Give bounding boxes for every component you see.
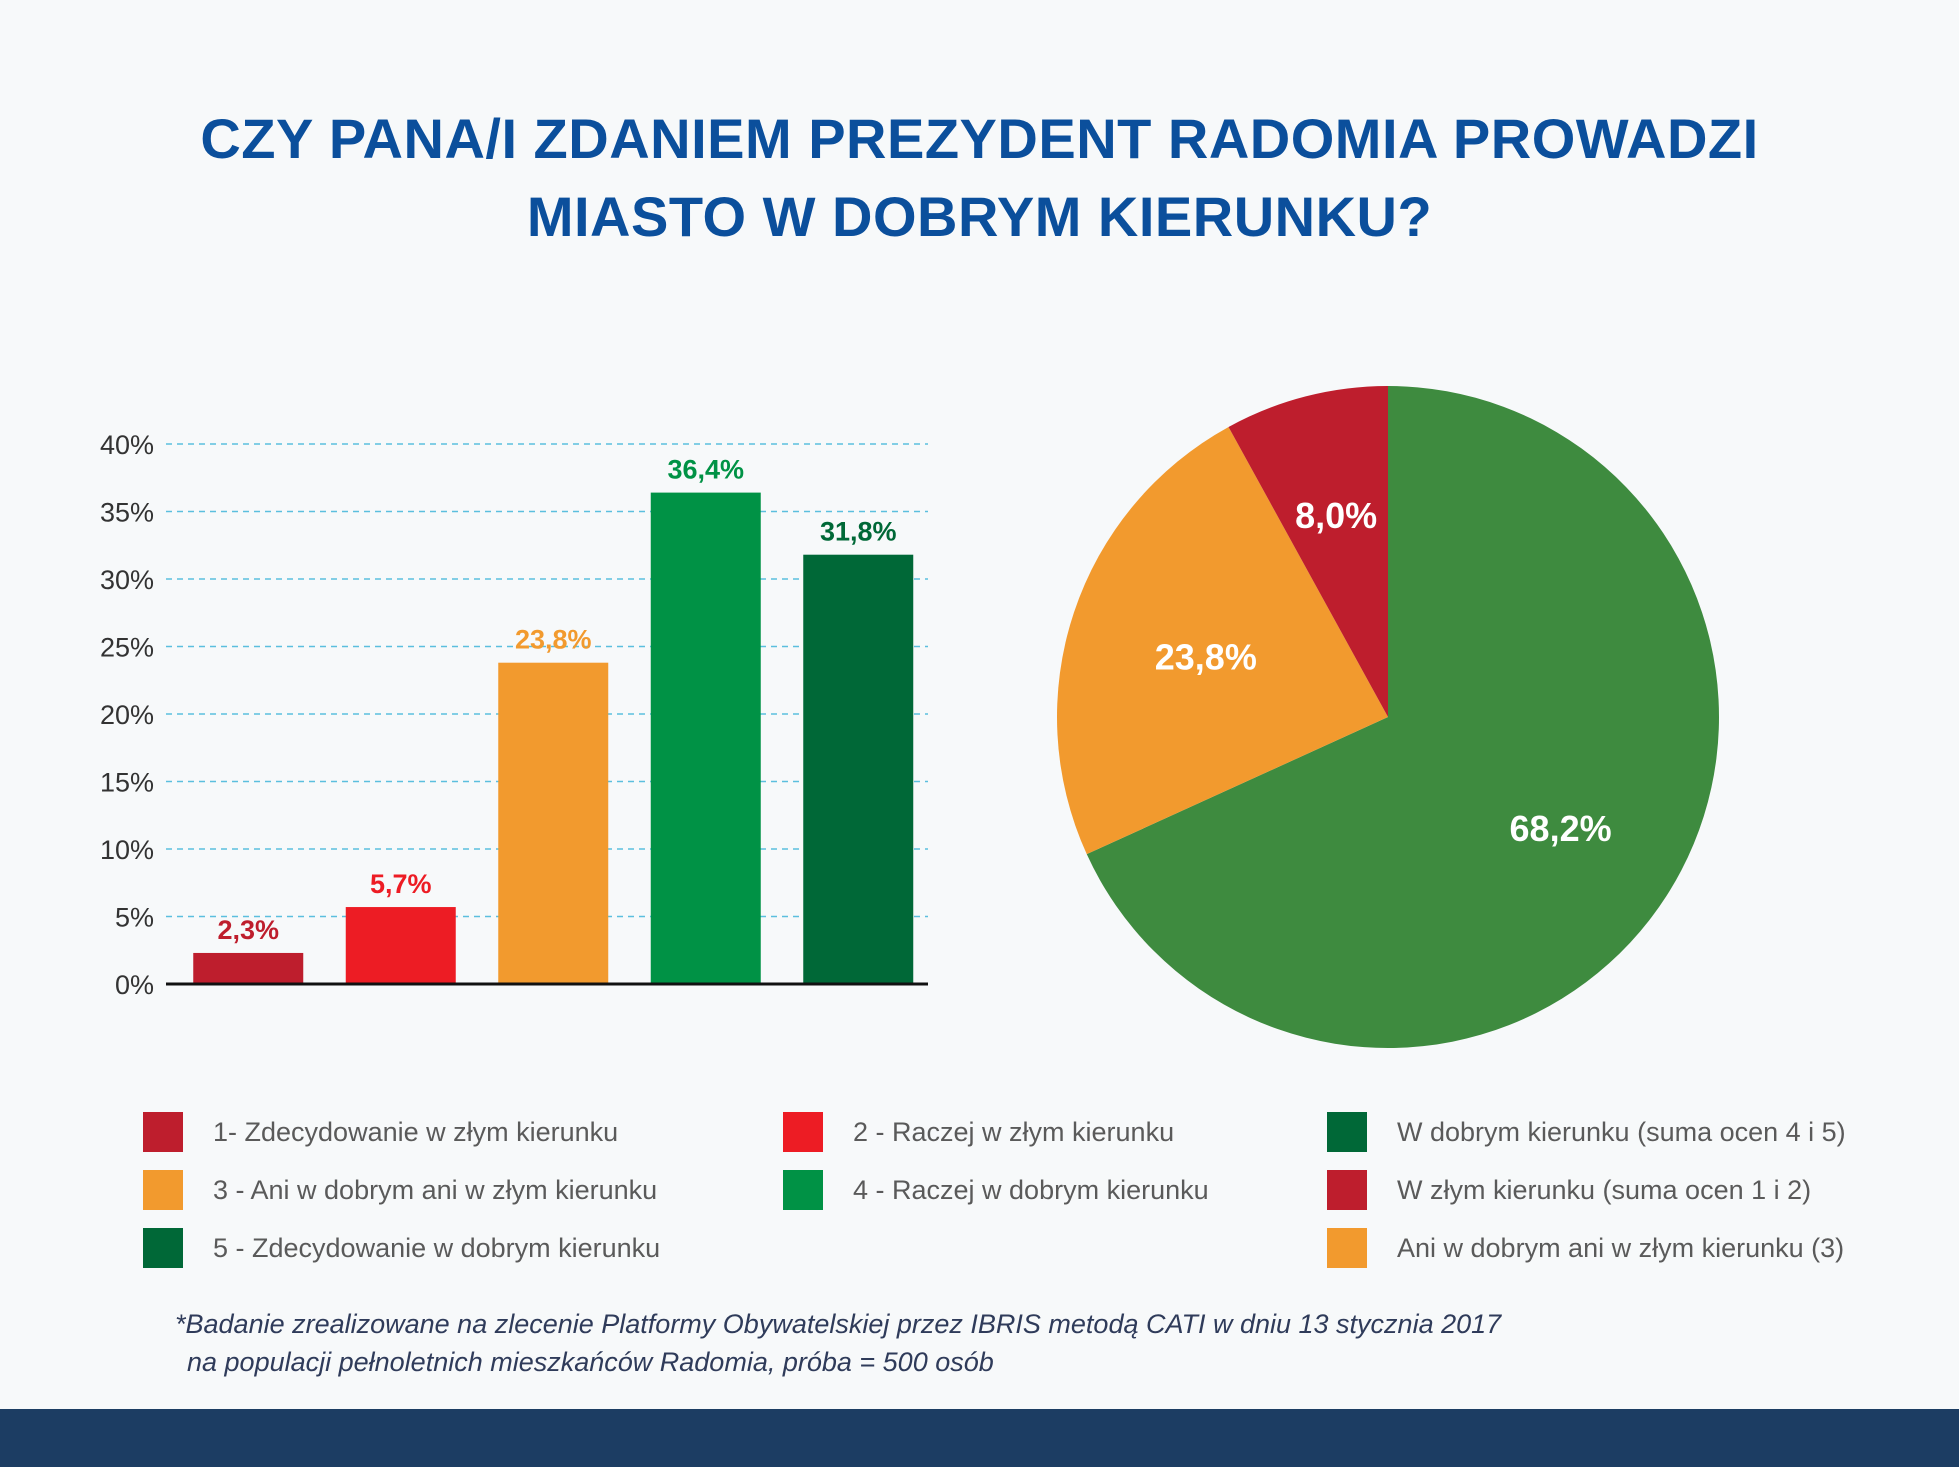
footer-bar bbox=[0, 1409, 1959, 1467]
pie-slice-label: 23,8% bbox=[1155, 637, 1257, 678]
legend-swatch bbox=[1327, 1112, 1367, 1152]
bar-chart: 0% 5% 10% 15% 20% 25% 30% 35% 40% 2,3% 5,7% 23,8% 36… bbox=[100, 430, 928, 1000]
bar-value-label: 5,7% bbox=[370, 869, 432, 899]
bar-value-label: 2,3% bbox=[217, 915, 279, 945]
bar bbox=[345, 907, 456, 984]
y-tick-label: 5% bbox=[115, 903, 154, 933]
pie-slice bbox=[1057, 426, 1388, 855]
legend-swatch bbox=[783, 1112, 823, 1152]
legend-item: 5 - Zdecydowanie w dobrym kierunku bbox=[143, 1227, 660, 1269]
legend-label: Ani w dobrym ani w złym kierunku (3) bbox=[1397, 1232, 1845, 1263]
chart-title-line-2: MIASTO W DOBRYM KIERUNKU? bbox=[526, 185, 1433, 248]
legend-item: 4 - Raczej w dobrym kierunku bbox=[783, 1169, 1209, 1211]
bar-value-label: 23,8% bbox=[515, 625, 592, 655]
legend-swatch bbox=[783, 1170, 823, 1210]
pie-slice-label: 68,2% bbox=[1510, 808, 1612, 849]
legend-item: 1- Zdecydowanie w złym kierunku bbox=[143, 1111, 618, 1153]
y-tick-label: 35% bbox=[100, 498, 154, 528]
legend-swatch bbox=[143, 1228, 183, 1268]
chart-title-line-1: CZY PANA/I ZDANIEM PREZYDENT RADOMIA PRO… bbox=[200, 107, 1759, 170]
bar-value-label: 36,4% bbox=[667, 455, 744, 485]
bar bbox=[803, 554, 914, 984]
y-tick-label: 40% bbox=[100, 430, 154, 460]
footnote-line-2: na populacji pełnoletnich mieszkańców Ra… bbox=[187, 1347, 994, 1377]
legend-label: 4 - Raczej w dobrym kierunku bbox=[853, 1174, 1209, 1205]
legend-item: 3 - Ani w dobrym ani w złym kierunku bbox=[143, 1169, 657, 1211]
bar-value-label: 31,8% bbox=[820, 517, 897, 547]
chart-title: CZY PANA/I ZDANIEM PREZYDENT RADOMIA PRO… bbox=[0, 100, 1959, 256]
y-tick-label: 0% bbox=[115, 970, 154, 1000]
y-tick-label: 20% bbox=[100, 700, 154, 730]
footnote-line-1: *Badanie zrealizowane na zlecenie Platfo… bbox=[175, 1309, 1502, 1339]
pie-chart: 68,2% 23,8% 8,0% bbox=[1057, 386, 1719, 1048]
legend-item: 2 - Raczej w złym kierunku bbox=[783, 1111, 1174, 1153]
legend-label: 3 - Ani w dobrym ani w złym kierunku bbox=[213, 1174, 658, 1205]
y-tick-label: 15% bbox=[100, 768, 154, 798]
y-tick-label: 30% bbox=[100, 565, 154, 595]
legend-item: W złym kierunku (suma ocen 1 i 2) bbox=[1327, 1169, 1811, 1211]
legend-item: Ani w dobrym ani w złym kierunku (3) bbox=[1327, 1227, 1844, 1269]
y-tick-label: 10% bbox=[100, 835, 154, 865]
legend-item: W dobrym kierunku (suma ocen 4 i 5) bbox=[1327, 1111, 1846, 1153]
y-tick-label: 25% bbox=[100, 633, 154, 663]
legend-swatch bbox=[1327, 1170, 1367, 1210]
legend-swatch bbox=[1327, 1228, 1367, 1268]
bar bbox=[650, 492, 761, 984]
legend-swatch bbox=[143, 1112, 183, 1152]
legend-label: W złym kierunku (suma ocen 1 i 2) bbox=[1397, 1174, 1812, 1205]
legend-label: 2 - Raczej w złym kierunku bbox=[853, 1116, 1175, 1147]
pie-slice bbox=[1228, 386, 1388, 717]
legend-label: 1- Zdecydowanie w złym kierunku bbox=[213, 1116, 619, 1147]
legend-swatch bbox=[143, 1170, 183, 1210]
pie-slice-label: 8,0% bbox=[1295, 495, 1377, 536]
legend-label: 5 - Zdecydowanie w dobrym kierunku bbox=[213, 1232, 661, 1263]
bar bbox=[498, 662, 609, 984]
footnote: *Badanie zrealizowane na zlecenie Platfo… bbox=[175, 1305, 1501, 1381]
pie-slice bbox=[1086, 386, 1719, 1048]
legend-label: W dobrym kierunku (suma ocen 4 i 5) bbox=[1397, 1116, 1846, 1147]
bar bbox=[193, 952, 304, 984]
